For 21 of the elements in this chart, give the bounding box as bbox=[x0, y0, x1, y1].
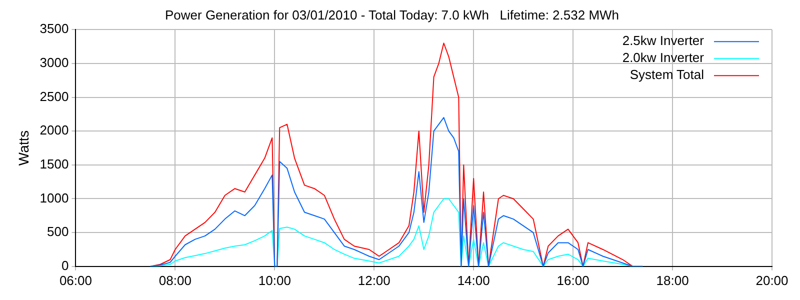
legend-label: 2.5kw Inverter bbox=[622, 33, 705, 48]
y-tick-label: 3500 bbox=[40, 21, 69, 36]
x-tick-label: 16:00 bbox=[556, 272, 590, 288]
legend-label: System Total bbox=[630, 67, 704, 82]
legend-label: 2.0kw Inverter bbox=[622, 50, 705, 66]
x-tick-label: 14:00 bbox=[457, 272, 490, 288]
y-tick-label: 2500 bbox=[40, 88, 69, 104]
x-tick-label: 12:00 bbox=[358, 272, 390, 288]
y-axis-title: Watts bbox=[15, 130, 32, 166]
x-tick-label: 18:00 bbox=[656, 272, 689, 288]
y-tick-label: 1000 bbox=[40, 190, 69, 206]
x-tick-label: 20:00 bbox=[756, 272, 788, 288]
y-tick-label: 500 bbox=[47, 224, 69, 240]
chart-title: Power Generation for 03/01/2010 - Total Today: 7.0 kWh Lifetime: 2.532 MWh bbox=[164, 7, 620, 22]
x-tick-label: 08:00 bbox=[158, 272, 192, 288]
y-tick-label: 0 bbox=[61, 258, 69, 273]
y-tick-label: 1500 bbox=[40, 156, 69, 172]
x-tick-label: 10:00 bbox=[258, 272, 291, 288]
y-tick-label: 3000 bbox=[40, 55, 69, 70]
y-tick-label: 2000 bbox=[40, 122, 69, 138]
x-tick-label: 06:00 bbox=[59, 272, 92, 288]
